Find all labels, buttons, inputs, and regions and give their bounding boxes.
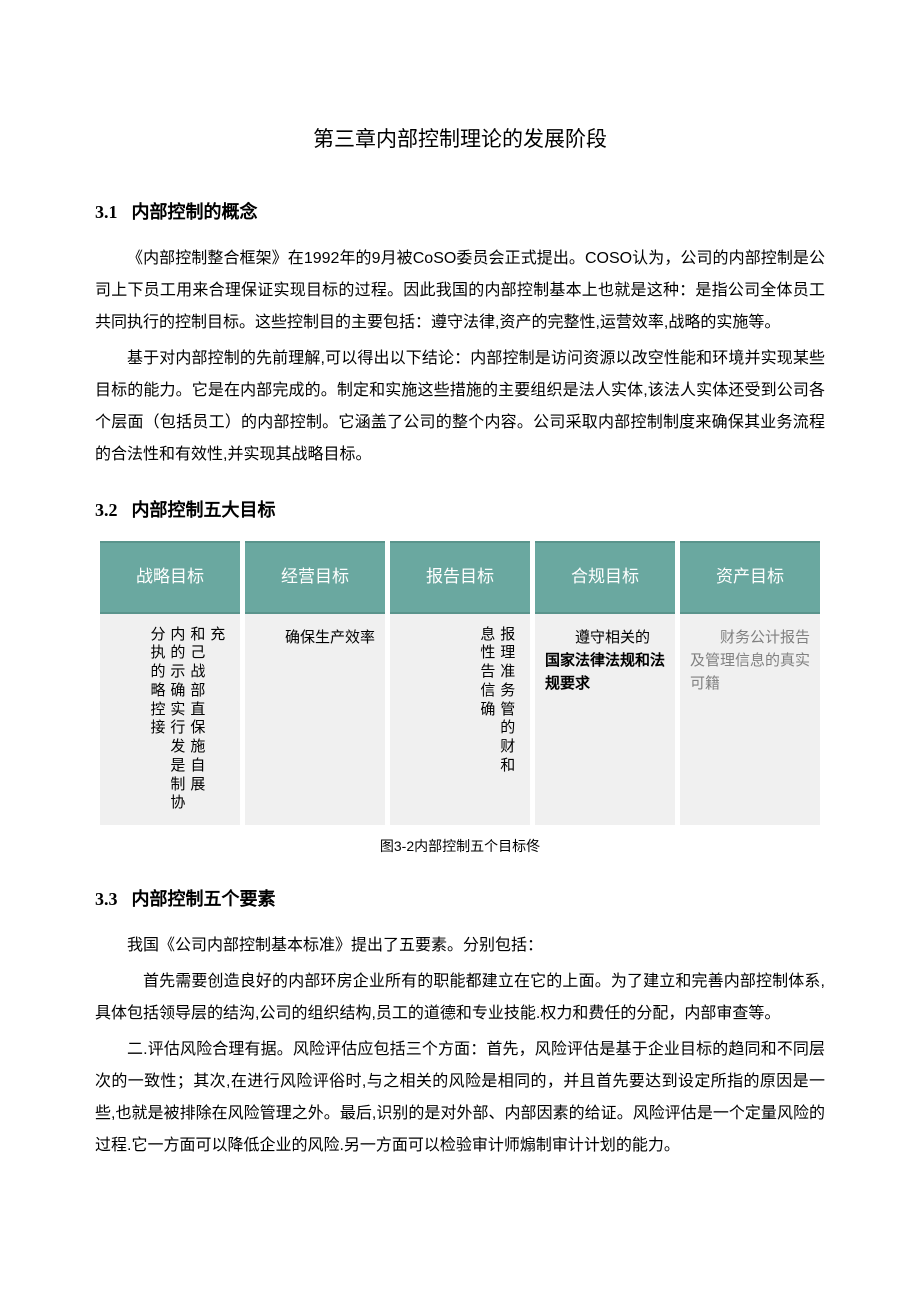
vertical-text: 报理准务管的财和: [500, 626, 516, 776]
section-num: 3.3: [95, 882, 118, 916]
table-caption: 图3-2内部控制五个目标佟: [95, 833, 825, 860]
th-report: 报告目标: [390, 541, 530, 613]
vertical-text: 内的示确实行发是制协: [170, 626, 186, 814]
paragraph: 《内部控制整合框架》在1992年的9月被CoSO委员会正式提出。COSO认为，公…: [95, 243, 825, 339]
th-strategy: 战略目标: [100, 541, 240, 613]
heading-3-3: 3.3 内部控制五个要素: [95, 882, 825, 916]
section-title: 内部控制的概念: [132, 202, 258, 222]
th-operation: 经营目标: [245, 541, 385, 613]
paragraph: 二.评估风险合理有据。风险评估应包括三个方面：首先，风险评估是基于企业目标的趋同…: [95, 1034, 825, 1162]
paragraph: 首先需要创造良好的内部环房企业所有的职能都建立在它的上面。为了建立和完善内部控制…: [95, 966, 825, 1030]
cell-text: 遵守相关的: [545, 629, 650, 646]
cell-operation: 确保生产效率: [245, 614, 385, 826]
table-row: 分执的略控接 内的示确实行发是制协 和己战部直保施自展 充 确保生产效率 息性告…: [100, 614, 820, 826]
section-title: 内部控制五大目标: [132, 500, 276, 520]
cell-strategy: 分执的略控接 内的示确实行发是制协 和己战部直保施自展 充: [100, 614, 240, 826]
objectives-table: 战略目标 经营目标 报告目标 合规目标 资产目标 分执的略控接 内的示确实行发是…: [95, 541, 825, 825]
section-num: 3.2: [95, 493, 118, 527]
cell-bold: 国家法律法规和法规要求: [545, 652, 665, 692]
paragraph: 基于对内部控制的先前理解,可以得出以下结论：内部控制是访问资源以改空性能和环境并…: [95, 343, 825, 471]
heading-3-2: 3.2 内部控制五大目标: [95, 493, 825, 527]
th-compliance: 合规目标: [535, 541, 675, 613]
cell-report: 息性告信确 报理准务管的财和: [390, 614, 530, 826]
th-asset: 资产目标: [680, 541, 820, 613]
vertical-text: 息性告信确: [480, 626, 496, 720]
vertical-text: 充: [210, 626, 226, 645]
chapter-title: 第三章内部控制理论的发展阶段: [95, 120, 825, 160]
section-title: 内部控制五个要素: [132, 889, 276, 909]
section-num: 3.1: [95, 195, 118, 229]
table-header-row: 战略目标 经营目标 报告目标 合规目标 资产目标: [100, 541, 820, 613]
heading-3-1: 3.1 内部控制的概念: [95, 195, 825, 229]
cell-asset: 财务公计报告及管理信息的真实可籍: [680, 614, 820, 826]
cell-compliance: 遵守相关的国家法律法规和法规要求: [535, 614, 675, 826]
vertical-text: 分执的略控接: [150, 626, 166, 739]
vertical-text: 和己战部直保施自展: [190, 626, 206, 795]
paragraph: 我国《公司内部控制基本标准》提出了五要素。分别包括：: [95, 930, 825, 962]
